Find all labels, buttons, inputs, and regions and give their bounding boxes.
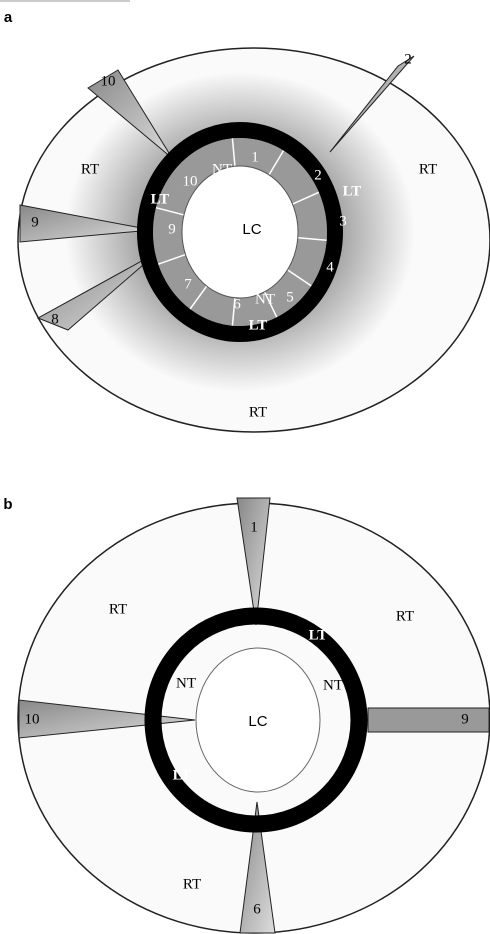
segment-divider: [292, 191, 320, 205]
panel-a: [17, 47, 490, 433]
segment-divider: [287, 269, 312, 287]
wedge: [36, 251, 159, 331]
wedge-number: 6: [253, 901, 261, 917]
region-label: RT: [109, 601, 127, 617]
wedge-number: 10: [101, 73, 116, 89]
lt-ring: [137, 122, 343, 342]
segment-number: 5: [286, 289, 294, 305]
wedge: [329, 55, 415, 153]
region-label: RT: [183, 876, 201, 892]
inner-label: NT: [176, 675, 196, 691]
wedge-number: 2: [404, 51, 412, 67]
core: [181, 165, 299, 299]
segment-number: 1: [251, 149, 259, 165]
inner-label: NT: [255, 291, 275, 307]
segment-number: 9: [168, 221, 176, 237]
wedge: [239, 801, 276, 934]
wedge-number: 9: [461, 711, 469, 727]
ring-label: LT: [343, 183, 362, 199]
wedge: [87, 69, 173, 159]
wedge-number: 8: [51, 311, 59, 327]
segment-number: 2: [314, 167, 322, 183]
ring-label: LT: [309, 627, 328, 643]
wedge: [367, 707, 490, 733]
segment-divider: [189, 285, 208, 310]
ring-label: LT: [151, 191, 170, 207]
region-label: RT: [81, 161, 99, 177]
wedge: [18, 699, 196, 739]
segment-divider: [157, 253, 186, 265]
segment-number: 10: [183, 173, 198, 189]
wedge-number: 9: [31, 214, 39, 230]
core: [195, 647, 321, 793]
ring-label: LT: [173, 767, 192, 783]
segment-divider: [263, 291, 278, 318]
segment-number: 6: [233, 296, 241, 312]
segment-number: 3: [339, 213, 347, 229]
segment-divider: [268, 150, 285, 176]
wedge: [19, 204, 153, 243]
panel-letter: b: [3, 496, 12, 513]
wedge-number: 1: [250, 519, 258, 535]
wedge: [236, 497, 271, 626]
wedge-number: 10: [25, 711, 40, 727]
segment-divider: [155, 206, 185, 216]
lt-ring: [144, 607, 368, 833]
ring-label: LT: [249, 317, 268, 333]
segment-divider: [231, 297, 236, 326]
segment-number: 4: [326, 259, 334, 275]
segment-number: 7: [184, 276, 192, 292]
inner-label: NT: [323, 677, 343, 693]
segment-divider: [297, 237, 327, 241]
core-label: LC: [248, 713, 267, 730]
region-label: RT: [396, 608, 414, 624]
segment-divider: [231, 138, 236, 167]
inner-label: NT: [212, 161, 232, 177]
panel-letter: a: [4, 9, 13, 26]
panel-b: [17, 497, 490, 934]
region-label: RT: [419, 161, 437, 177]
region-label: RT: [249, 404, 267, 420]
core-label: LC: [242, 221, 261, 238]
